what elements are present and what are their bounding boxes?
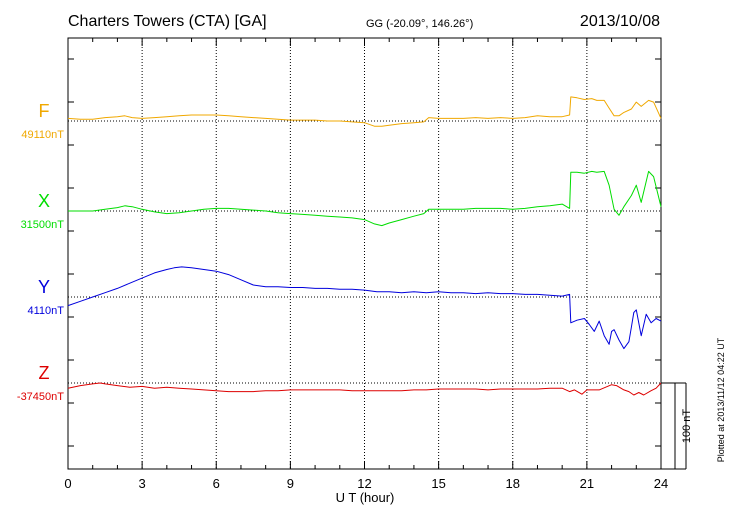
x-tick-label: 18 [506,476,520,491]
component-label-f: F [39,101,50,121]
station-coordinates: GG (-20.09°, 146.26°) [366,18,473,30]
x-axis-title: U T (hour) [336,490,395,505]
series-line-y [67,266,662,350]
x-tick-label: 24 [654,476,668,491]
x-tick-label: 15 [431,476,445,491]
baseline-label-z: -37450nT [17,391,64,403]
chart-date: 2013/10/08 [580,13,660,30]
x-tick-labels: 0 3 6 9 12 15 18 21 24 [64,476,668,491]
plotted-timestamp: Plotted at 2013/11/12 04:22 UT [716,337,726,462]
series-line-x [68,170,662,227]
component-label-z: Z [39,363,50,383]
scale-bar-label: 100 nT [681,409,693,444]
x-tick-label: 21 [580,476,594,491]
series-line-z [67,382,662,396]
baseline-label-f: 49110nT [21,129,64,141]
series-line-f [67,96,662,127]
baseline-label-y: 4110nT [28,305,65,317]
series-group [67,96,662,396]
grid-lines [68,38,661,469]
scale-bar: 100 nT [661,382,693,470]
x-tick-label: 0 [64,476,71,491]
baseline-label-x: 31500nT [21,219,65,231]
x-tick-label: 3 [139,476,146,491]
station-title: Charters Towers (CTA) [GA] [68,13,267,30]
x-tick-label: 12 [357,476,371,491]
x-tick-label: 6 [213,476,220,491]
component-label-x: X [38,191,50,211]
axis-ticks [67,38,662,469]
component-labels: F 49110nT X 31500nT Y 4110nT Z -37450nT [17,101,64,403]
x-tick-label: 9 [287,476,294,491]
component-label-y: Y [38,277,50,297]
